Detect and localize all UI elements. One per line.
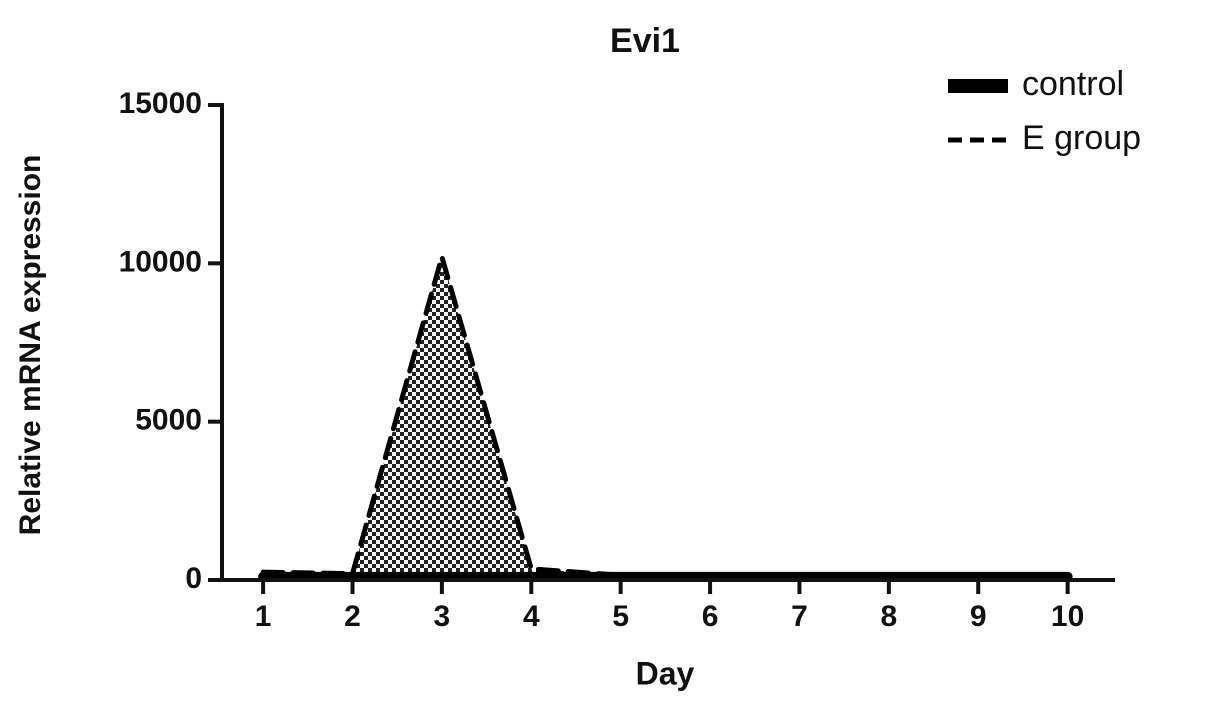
y-axis-label: Relative mRNA expression <box>14 155 47 536</box>
y-tick-label: 15000 <box>119 87 202 120</box>
x-tick-label: 7 <box>791 600 808 633</box>
x-tick-label: 1 <box>255 600 272 633</box>
y-tick-label: 0 <box>185 562 202 595</box>
area <box>263 257 1068 580</box>
line <box>260 254 1071 580</box>
x-tick-label: 9 <box>970 600 987 633</box>
x-tick-label: 2 <box>344 600 361 633</box>
legend-label: control <box>1022 65 1124 103</box>
x-axis-label: Day <box>636 655 695 691</box>
chart-title: Evi1 <box>610 22 680 60</box>
x-tick-label: 8 <box>881 600 898 633</box>
x-tick-label: 10 <box>1051 600 1084 633</box>
legend-label: E group <box>1022 119 1141 157</box>
x-tick-label: 5 <box>612 600 629 633</box>
y-tick-label: 10000 <box>119 245 202 278</box>
x-tick-label: 3 <box>434 600 451 633</box>
y-tick-label: 5000 <box>135 404 202 437</box>
x-tick-label: 6 <box>702 600 719 633</box>
x-tick-label: 4 <box>523 600 540 633</box>
